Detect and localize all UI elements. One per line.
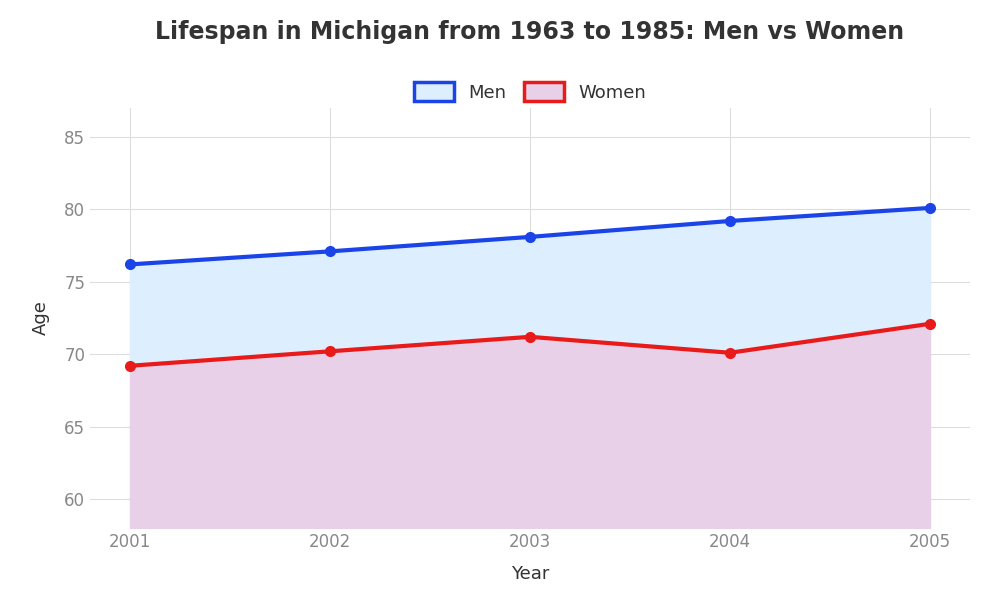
Men [924, 205, 936, 212]
Women [324, 348, 336, 355]
X-axis label: Year: Year [511, 565, 549, 583]
Women [924, 320, 936, 328]
Women [724, 349, 736, 356]
Y-axis label: Age: Age [32, 301, 50, 335]
Men [724, 217, 736, 224]
Line: Men: Men [125, 203, 935, 269]
Men [124, 261, 136, 268]
Men [324, 248, 336, 255]
Title: Lifespan in Michigan from 1963 to 1985: Men vs Women: Lifespan in Michigan from 1963 to 1985: … [155, 20, 905, 44]
Legend: Men, Women: Men, Women [407, 75, 653, 109]
Women [524, 333, 536, 340]
Men [524, 233, 536, 241]
Women [124, 362, 136, 370]
Line: Women: Women [125, 319, 935, 371]
